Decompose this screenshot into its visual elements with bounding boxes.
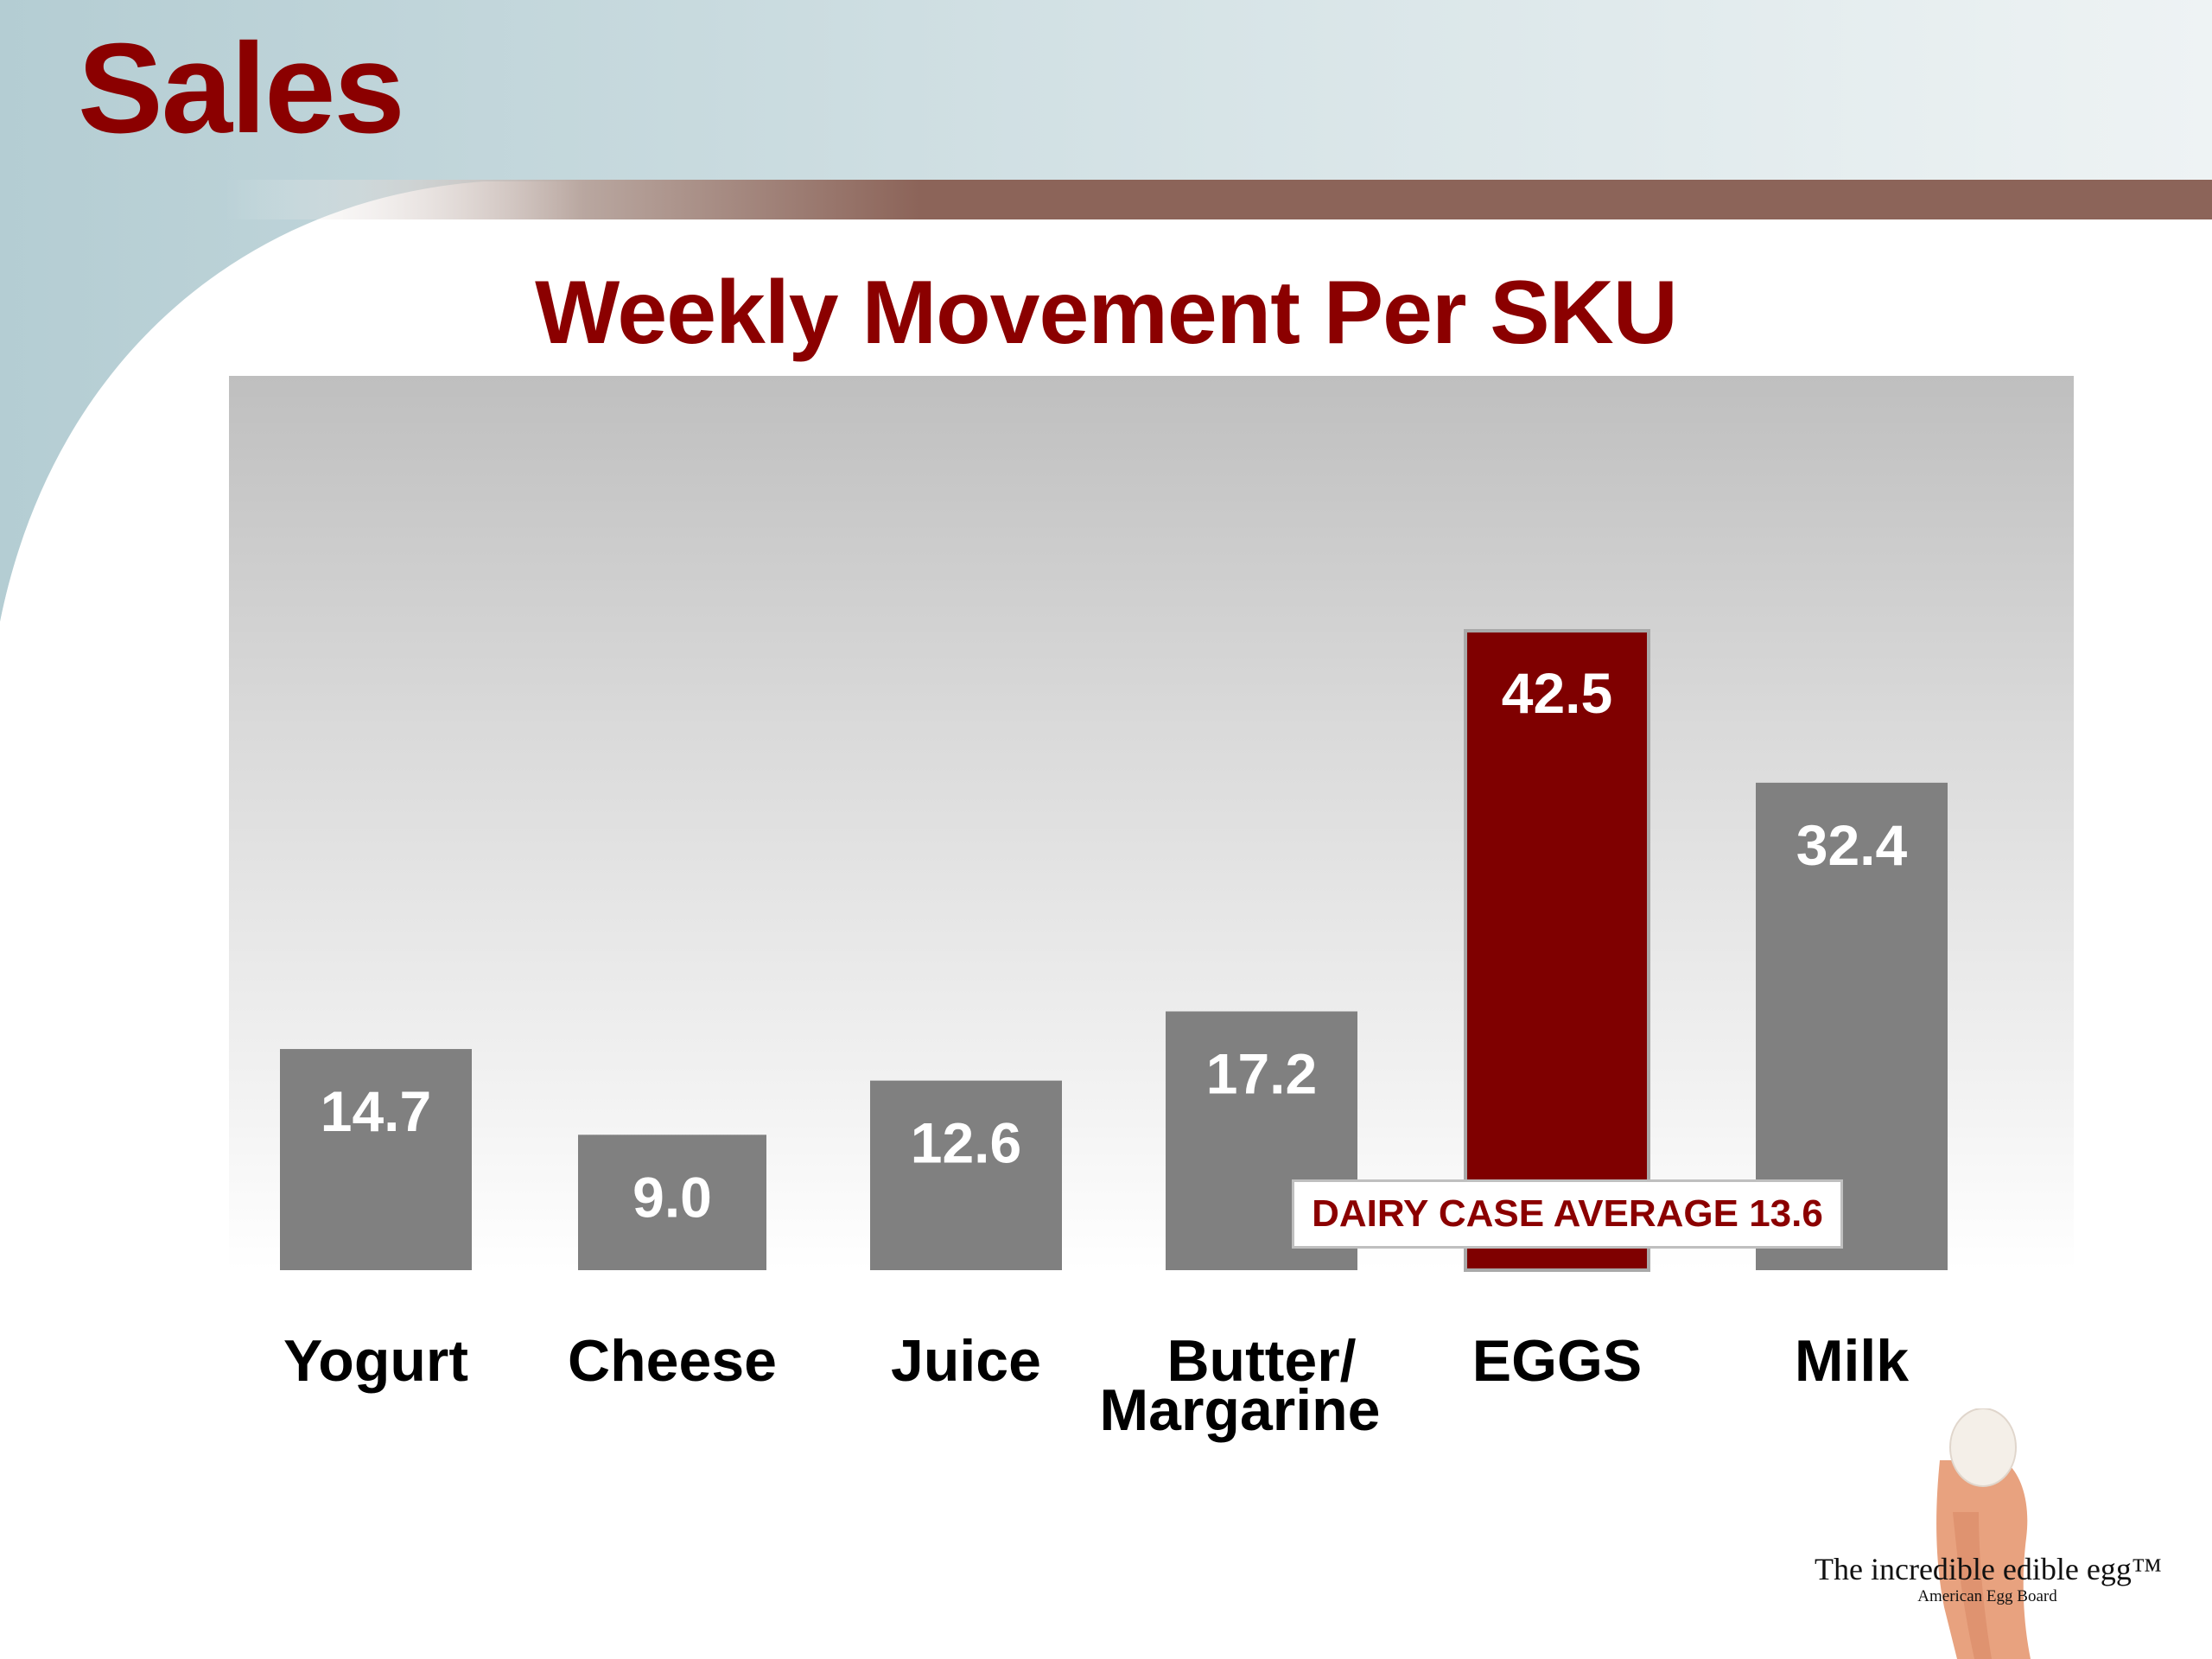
bar-value-label: 9.0 — [632, 1165, 712, 1229]
logo-subtext: American Egg Board — [1917, 1587, 2057, 1605]
category-label: Yogurt — [283, 1328, 468, 1394]
category-label: Cheese — [568, 1328, 777, 1394]
bar-yogurt — [280, 1049, 472, 1270]
category-label: Juice — [891, 1328, 1041, 1394]
category-label: Butter/Margarine — [1100, 1328, 1381, 1443]
header-swoosh — [0, 0, 2212, 622]
hand-shading — [1953, 1512, 1992, 1659]
bar-value-label: 42.5 — [1502, 661, 1612, 725]
logo-wordmark: The incredible edible egg™ — [1815, 1552, 2163, 1586]
category-label: Milk — [1795, 1328, 1909, 1394]
bars-layer: 14.7 9.0 12.6 17.2 42.5 32.4 — [280, 629, 1948, 1272]
egg-in-hand-logo — [1936, 1408, 2031, 1659]
bar-value-label: 14.7 — [321, 1079, 431, 1143]
category-labels-layer: Yogurt Cheese Juice Butter/Margarine EGGS Mil… — [283, 1328, 1909, 1443]
bar-value-label: 32.4 — [1796, 813, 1908, 877]
egg-shape — [1949, 1408, 2017, 1487]
bar-juice — [870, 1080, 1062, 1270]
dairy-average-annotation: DAIRY CASE AVERAGE 13.6 — [1292, 1179, 1843, 1249]
hand-shape — [1936, 1460, 2031, 1659]
bar-value-label: 17.2 — [1206, 1042, 1317, 1106]
slide-title: Sales — [78, 17, 405, 160]
bar-eggs — [1464, 629, 1650, 1272]
bar-value-label: 12.6 — [911, 1111, 1021, 1175]
chart-title: Weekly Movement Per SKU — [535, 263, 1678, 363]
accent-stripe — [225, 180, 2212, 219]
bar-cheese — [578, 1135, 766, 1270]
category-label: EGGS — [1472, 1328, 1643, 1394]
